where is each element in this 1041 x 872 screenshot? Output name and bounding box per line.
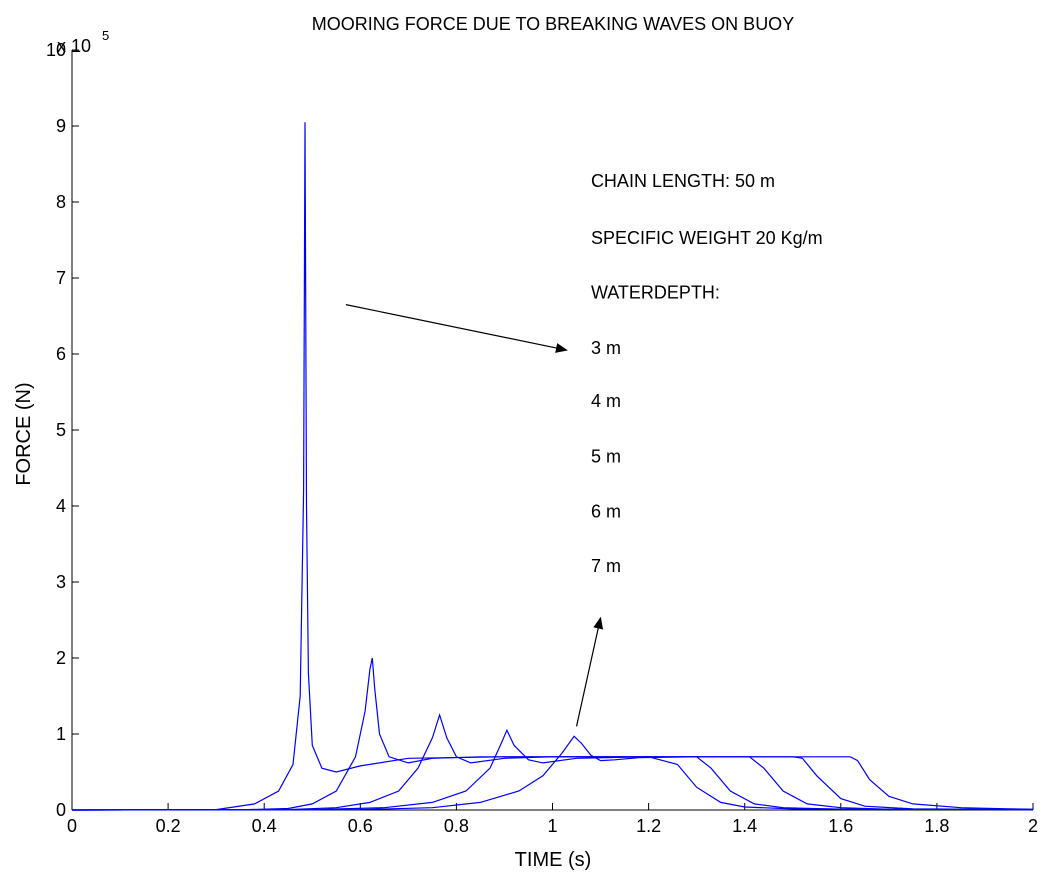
x-tick-label: 1.4 bbox=[732, 816, 757, 836]
x-tick-label: 0.4 bbox=[252, 816, 277, 836]
y-tick-label: 0 bbox=[56, 800, 66, 820]
y-exponent-base: x 10 bbox=[57, 36, 91, 56]
annotation-arrow bbox=[345, 304, 568, 353]
annotation-text: 6 m bbox=[591, 501, 621, 521]
x-tick-label: 1.8 bbox=[924, 816, 949, 836]
x-axis-label: TIME (s) bbox=[515, 849, 592, 871]
chart-title: MOORING FORCE DUE TO BREAKING WAVES ON B… bbox=[312, 14, 794, 34]
y-tick-label: 8 bbox=[56, 192, 66, 212]
x-tick-label: 0.6 bbox=[348, 816, 373, 836]
x-tick-label: 1.2 bbox=[636, 816, 661, 836]
x-tick-label: 1.6 bbox=[828, 816, 853, 836]
annotation-text: CHAIN LENGTH: 50 m bbox=[591, 171, 775, 191]
y-tick-label: 6 bbox=[56, 344, 66, 364]
y-tick-label: 9 bbox=[56, 116, 66, 136]
x-tick-label: 0.8 bbox=[444, 816, 469, 836]
series-line bbox=[71, 122, 1034, 811]
annotation-text: WATERDEPTH: bbox=[591, 283, 720, 303]
y-tick-label: 2 bbox=[56, 648, 66, 668]
y-tick-label: 7 bbox=[56, 268, 66, 288]
series-line bbox=[71, 728, 1034, 811]
x-tick-label: 0 bbox=[67, 816, 77, 836]
plot-area: 0 0.2 0.4 0.6 0.8 1 1.2 1.4 1.6 1.8 2 0 1 2 3 4 5 6 7 8 9 10 C… bbox=[46, 40, 1038, 836]
annotation-text: 4 m bbox=[591, 391, 621, 411]
y-tick-label: 4 bbox=[56, 496, 66, 516]
series-line bbox=[71, 713, 1034, 811]
annotation-text: 7 m bbox=[591, 556, 621, 576]
y-exponent-label: x 10 5 bbox=[57, 28, 109, 56]
annotation-arrow bbox=[575, 616, 604, 727]
annotation-text: 3 m bbox=[591, 338, 621, 358]
x-tick-label: 1 bbox=[547, 816, 557, 836]
y-tick-label: 10 bbox=[46, 40, 66, 60]
y-axis-label: FORCE (N) bbox=[13, 382, 35, 485]
annotation-text: SPECIFIC WEIGHT 20 Kg/m bbox=[591, 228, 823, 248]
annotation-text: 5 m bbox=[591, 447, 621, 467]
x-tick-label: 0.2 bbox=[156, 816, 181, 836]
x-tick-label: 2 bbox=[1028, 816, 1038, 836]
y-tick-label: 5 bbox=[56, 420, 66, 440]
series-line bbox=[71, 657, 1034, 811]
y-tick-label: 1 bbox=[56, 724, 66, 744]
y-exponent-power: 5 bbox=[102, 28, 109, 43]
y-tick-label: 3 bbox=[56, 572, 66, 592]
series-line bbox=[71, 735, 1034, 811]
